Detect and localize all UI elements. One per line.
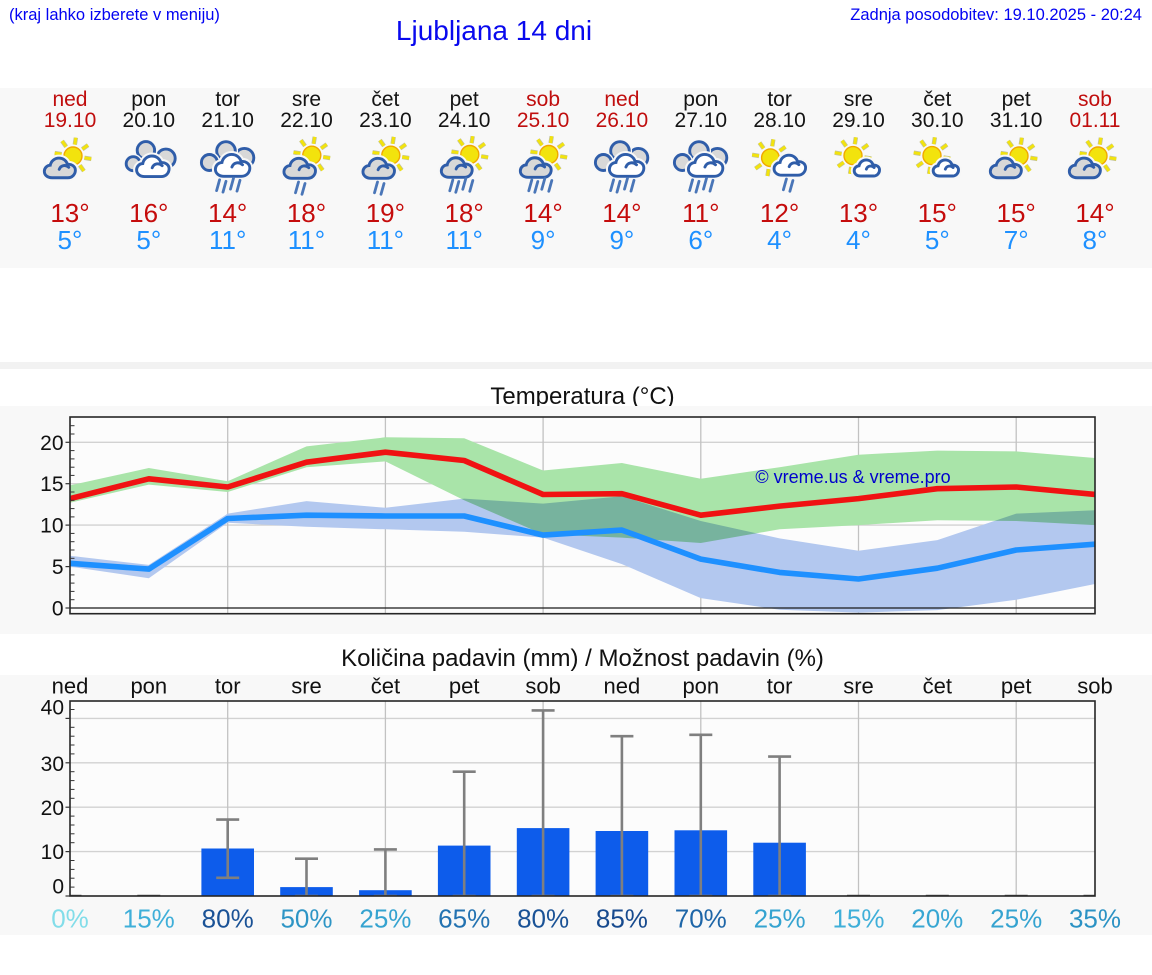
svg-text:0: 0 [52, 876, 64, 899]
svg-text:80%: 80% [202, 903, 254, 933]
svg-text:25%: 25% [359, 903, 411, 933]
svg-text:0%: 0% [51, 903, 89, 933]
svg-text:15%: 15% [832, 903, 884, 933]
svg-text:pet: pet [1001, 675, 1032, 699]
svg-text:15%: 15% [123, 903, 175, 933]
svg-text:20: 20 [40, 432, 63, 455]
svg-text:5: 5 [52, 556, 64, 579]
svg-text:80%: 80% [517, 903, 569, 933]
svg-text:ned: ned [604, 675, 641, 699]
svg-text:tor: tor [767, 675, 793, 699]
svg-text:10: 10 [40, 515, 63, 538]
svg-text:70%: 70% [675, 903, 727, 933]
svg-text:pon: pon [682, 675, 719, 699]
svg-text:15: 15 [40, 473, 63, 496]
svg-text:čet: čet [923, 675, 952, 699]
svg-text:85%: 85% [596, 903, 648, 933]
svg-text:sre: sre [291, 675, 322, 699]
svg-text:20%: 20% [911, 903, 963, 933]
svg-text:50%: 50% [280, 903, 332, 933]
svg-text:40: 40 [41, 697, 64, 720]
svg-text:pon: pon [130, 675, 167, 699]
svg-text:25%: 25% [754, 903, 806, 933]
svg-text:sre: sre [843, 675, 874, 699]
svg-text:čet: čet [371, 675, 400, 699]
svg-text:10: 10 [41, 841, 64, 864]
svg-text:35%: 35% [1069, 903, 1121, 933]
svg-text:0: 0 [52, 598, 64, 621]
svg-text:30: 30 [41, 753, 64, 776]
svg-text:20: 20 [41, 797, 64, 820]
svg-text:ned: ned [52, 675, 89, 699]
svg-text:sob: sob [1077, 675, 1112, 699]
svg-text:pet: pet [449, 675, 480, 699]
svg-text:25%: 25% [990, 903, 1042, 933]
svg-text:© vreme.us & vreme.pro: © vreme.us & vreme.pro [755, 467, 950, 487]
svg-text:65%: 65% [438, 903, 490, 933]
svg-text:tor: tor [215, 675, 241, 699]
svg-text:sob: sob [525, 675, 560, 699]
